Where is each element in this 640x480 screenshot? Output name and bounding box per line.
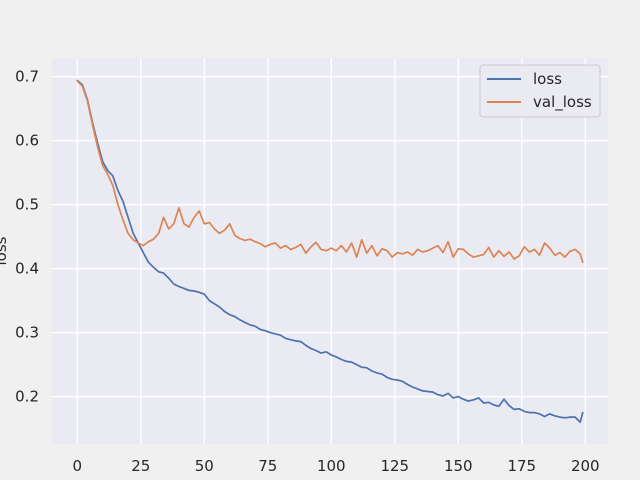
ticks: 0 25 50 75 100 125 150 175 200 0.2 0.3 0.4 0.5 0.6 0.7	[15, 68, 599, 475]
x-tick-label: 75	[258, 457, 277, 475]
y-axis-label: loss	[0, 236, 10, 265]
legend-label-loss: loss	[533, 70, 562, 88]
series-layer	[76, 79, 584, 424]
y-tick-label: 0.2	[15, 388, 39, 406]
plot-background	[52, 58, 608, 444]
y-tick-label: 0.3	[15, 324, 39, 342]
x-tick-label: 25	[131, 457, 150, 475]
y-tick-label: 0.5	[15, 196, 39, 214]
x-tick-label: 150	[444, 457, 473, 475]
series-line-loss	[76, 79, 584, 424]
legend-label-val-loss: val_loss	[533, 93, 592, 112]
x-tick-label: 125	[380, 457, 409, 475]
x-tick-label: 50	[195, 457, 214, 475]
grid	[52, 58, 608, 444]
y-tick-label: 0.7	[15, 68, 39, 86]
legend: loss val_loss	[479, 64, 601, 118]
x-tick-label: 200	[571, 457, 600, 475]
series-line-val-loss	[76, 80, 584, 264]
x-tick-label: 175	[507, 457, 536, 475]
x-tick-label: 100	[317, 457, 346, 475]
x-tick-label: 0	[72, 457, 82, 475]
y-tick-label: 0.6	[15, 132, 39, 150]
y-tick-label: 0.4	[15, 260, 39, 278]
